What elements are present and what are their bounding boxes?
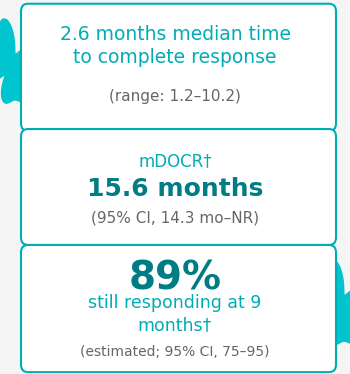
Text: (95% CI, 14.3 mo–NR): (95% CI, 14.3 mo–NR): [91, 210, 259, 225]
Text: 15.6 months: 15.6 months: [87, 177, 263, 201]
Text: still responding at 9
months†: still responding at 9 months†: [88, 294, 262, 334]
Text: 2.6 months median time
to complete response: 2.6 months median time to complete respo…: [60, 25, 290, 67]
Text: (estimated; 95% CI, 75–95): (estimated; 95% CI, 75–95): [80, 345, 270, 359]
Polygon shape: [296, 260, 350, 344]
FancyBboxPatch shape: [21, 245, 336, 372]
FancyBboxPatch shape: [21, 4, 336, 131]
Text: mDOCR†: mDOCR†: [138, 152, 212, 170]
FancyBboxPatch shape: [21, 129, 336, 245]
Text: (range: 1.2–10.2): (range: 1.2–10.2): [109, 89, 241, 104]
Text: 89%: 89%: [128, 260, 222, 298]
Polygon shape: [0, 19, 58, 103]
